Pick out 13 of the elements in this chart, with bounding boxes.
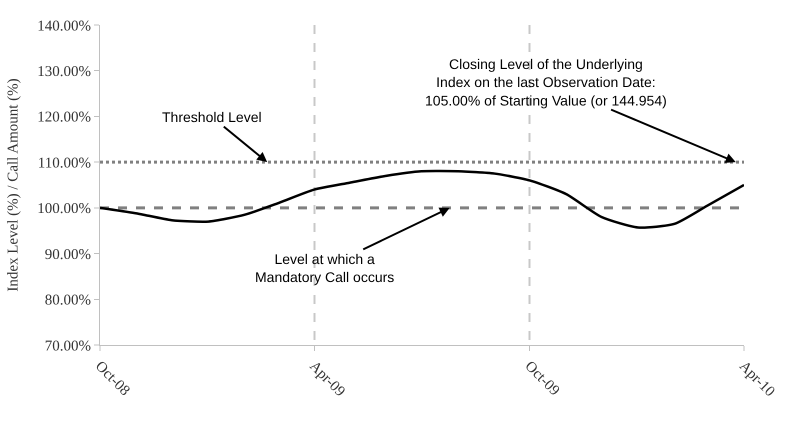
y-tick-label: 80.00% <box>44 292 91 309</box>
line-series <box>100 170 744 229</box>
y-tick-label: 120.00% <box>37 110 91 126</box>
y-tick-label: 140.00% <box>37 18 91 34</box>
y-tick-label: 90.00% <box>44 246 91 263</box>
annotation: Level at which a Mandatory Call occurs <box>255 251 394 286</box>
y-axis-title: Index Level (%) / Call Amount (%) <box>6 78 22 292</box>
y-tick-label: 70.00% <box>44 338 91 354</box>
y-tick-label: 100.00% <box>37 201 91 218</box>
annotation: Threshold Level <box>162 109 262 125</box>
annotation: Closing Level of the Underlying Index on the last Observation Date: 105.00% of Starting Value (or 144.954) <box>425 56 667 108</box>
y-tick-label: 130.00% <box>37 64 91 80</box>
y-tick-label: 110.00% <box>38 155 91 172</box>
